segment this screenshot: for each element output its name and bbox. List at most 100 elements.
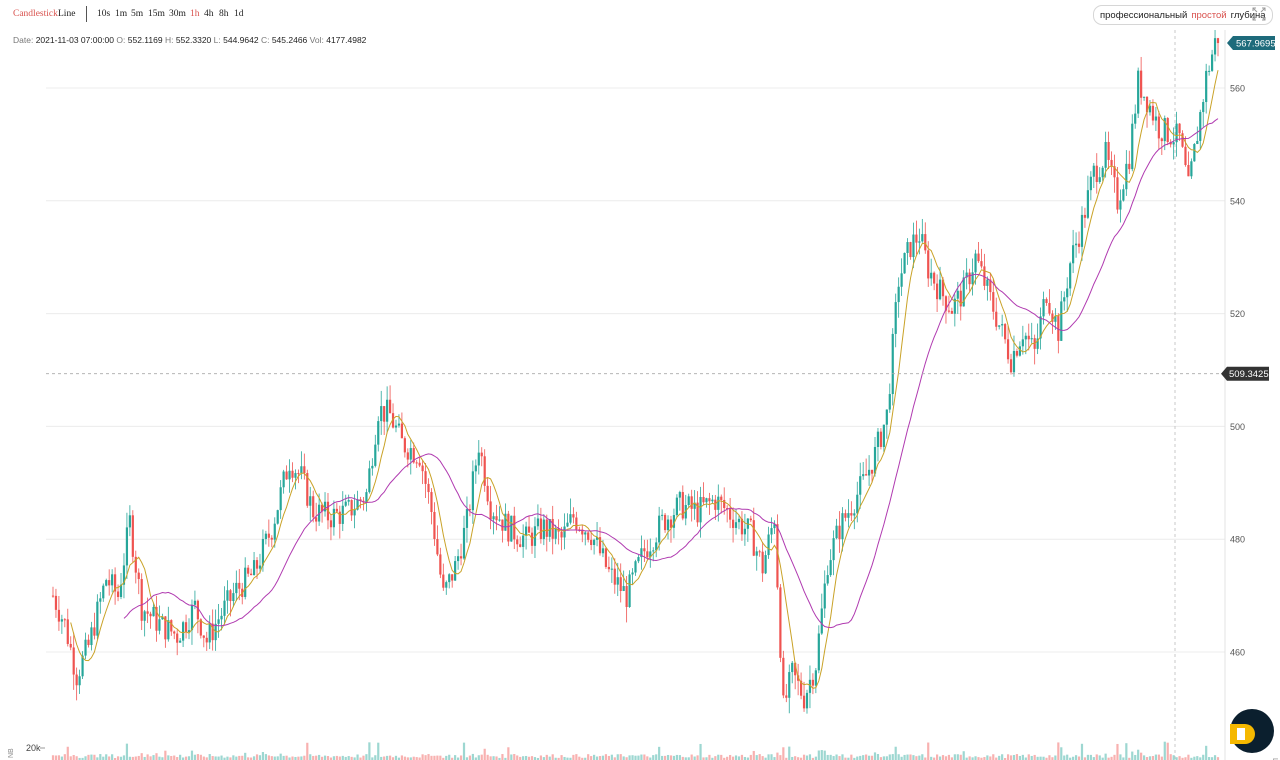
candle-body: [661, 514, 664, 516]
candle-body: [835, 525, 838, 539]
y-tick-label: 460: [1230, 648, 1245, 658]
timeframe-8h[interactable]: 8h: [219, 9, 229, 19]
y-tick-label: 500: [1230, 422, 1245, 432]
candle-body: [250, 573, 253, 576]
candle-body: [87, 639, 90, 646]
candle-body: [584, 532, 587, 535]
volume-bar: [54, 755, 58, 760]
moving-average-slow: [123, 118, 1219, 629]
volume-bar: [451, 757, 454, 760]
candle-body: [1086, 190, 1089, 218]
volume-bar: [143, 756, 146, 760]
candle-body: [158, 619, 161, 631]
candle-body: [427, 483, 430, 493]
candle-body: [912, 234, 915, 258]
timeframe-10s[interactable]: 10s: [97, 9, 111, 19]
volume-bar: [353, 757, 356, 760]
candle-body: [723, 499, 726, 509]
candle-body: [421, 465, 424, 472]
timeframe-1h[interactable]: 1h: [190, 9, 200, 19]
timeframe-4h[interactable]: 4h: [204, 9, 214, 19]
candle-body: [640, 548, 643, 558]
chart-type-line[interactable]: Line: [58, 9, 76, 19]
volume-bar: [767, 754, 770, 760]
candle-body: [179, 640, 182, 643]
candle-body: [587, 532, 590, 540]
volume-bar: [474, 757, 477, 760]
candle-body: [111, 574, 114, 586]
fullscreen-icon[interactable]: [1252, 7, 1266, 21]
candle-body: [761, 551, 764, 574]
volume-bar: [1205, 745, 1208, 760]
candle-body: [300, 466, 303, 474]
site-logo[interactable]: [1226, 704, 1276, 758]
view-professional[interactable]: профессиональный: [1100, 9, 1188, 21]
timeframe-5m[interactable]: 5m: [131, 9, 144, 19]
volume-bar: [965, 757, 968, 760]
timeframe-15m[interactable]: 15m: [148, 9, 165, 19]
volume-bar: [578, 756, 581, 760]
volume-bar: [279, 753, 282, 760]
volume-bar: [1199, 757, 1202, 760]
chart-type-candlestick[interactable]: Candlestick: [13, 9, 58, 19]
view-simple[interactable]: простой: [1191, 9, 1227, 21]
volume-bar: [980, 757, 983, 760]
candle-body: [1054, 316, 1057, 322]
candle-body: [69, 643, 72, 648]
candle-body: [634, 561, 637, 573]
volume-bar: [794, 756, 797, 760]
candle-body: [853, 513, 856, 516]
volume-bar: [1193, 756, 1196, 760]
candle-body: [312, 496, 315, 518]
price-chart[interactable]: 560 540 520 500 480 460 509.3425 567.9695 20k…: [0, 30, 1280, 760]
candle-body: [906, 242, 909, 253]
volume-bar: [329, 757, 333, 760]
volume-bar: [459, 755, 463, 760]
candle-body: [1196, 140, 1199, 145]
volume-bar: [563, 756, 566, 760]
candle-body: [137, 572, 140, 580]
volume-bar: [909, 754, 912, 760]
volume-bar: [1018, 755, 1021, 760]
timeframe-30m[interactable]: 30m: [169, 9, 186, 19]
volume-bar: [368, 742, 371, 760]
candle-body: [471, 471, 474, 511]
volume-bar: [377, 742, 380, 760]
volume-bar: [1187, 754, 1190, 760]
volume-bar: [1048, 755, 1051, 760]
timeframe-1m[interactable]: 1m: [115, 9, 128, 19]
view-depth[interactable]: глубина: [1230, 9, 1266, 21]
candle-body: [607, 566, 610, 570]
volume-bar: [915, 756, 918, 760]
candle-body: [752, 520, 755, 556]
volume-bar: [749, 754, 752, 760]
candle-body: [140, 579, 143, 621]
volume-bar: [1151, 755, 1155, 760]
candle-body: [380, 406, 383, 422]
volume-bar: [820, 750, 823, 760]
candle-body: [149, 613, 152, 617]
crosshair-price-label: 509.3425: [1221, 366, 1269, 381]
volume-bar: [338, 756, 341, 760]
candle-body: [116, 591, 120, 597]
candle-body: [477, 452, 480, 466]
volume-bar: [412, 756, 415, 760]
volume-bar: [799, 757, 803, 760]
timeframe-1d[interactable]: 1d: [234, 9, 244, 19]
candle-body: [838, 525, 841, 540]
volume-bar: [761, 756, 764, 760]
candle-body: [616, 577, 619, 585]
volume-bar: [1092, 757, 1095, 760]
volume-bar: [959, 754, 962, 760]
volume-bar: [442, 757, 445, 760]
candle-body: [102, 585, 105, 599]
volume-bar: [187, 756, 191, 760]
candle-body: [1205, 70, 1208, 103]
volume-bar: [84, 756, 87, 760]
volume-bar: [944, 756, 948, 760]
volume-bar: [1083, 757, 1087, 760]
candle-body: [1107, 141, 1110, 160]
volume-bar: [96, 757, 99, 760]
volume-bar: [1012, 754, 1016, 760]
candle-body: [971, 272, 974, 285]
